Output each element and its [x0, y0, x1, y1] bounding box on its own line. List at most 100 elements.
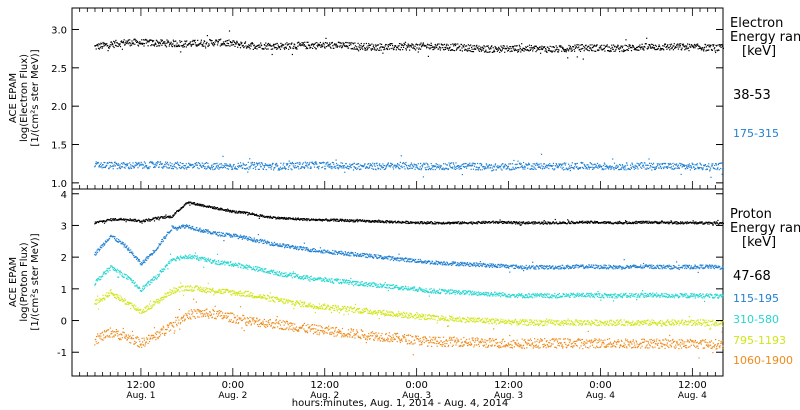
data-point: [665, 46, 667, 48]
data-point: [687, 43, 689, 45]
data-point: [581, 166, 583, 168]
data-point: [141, 262, 143, 264]
data-point: [493, 264, 495, 266]
data-point: [334, 218, 336, 220]
data-point: [625, 45, 628, 47]
data-point: [613, 50, 615, 52]
data-point: [430, 42, 432, 44]
data-point: [166, 234, 168, 236]
data-point: [127, 40, 129, 42]
data-point: [253, 164, 255, 166]
data-point: [171, 43, 173, 45]
data-point: [356, 255, 358, 257]
data-point: [401, 222, 403, 224]
data-point: [166, 161, 168, 163]
data-point: [608, 222, 611, 224]
data-point: [619, 221, 622, 223]
data-point: [292, 165, 294, 167]
data-point: [101, 43, 103, 45]
data-point: [191, 227, 193, 229]
data-point: [119, 219, 122, 221]
data-point: [715, 51, 717, 54]
data-point: [314, 249, 316, 251]
data-point: [341, 46, 344, 48]
data-point: [630, 167, 633, 169]
data-point: [249, 238, 251, 240]
data-point: [114, 218, 117, 220]
data-point: [488, 221, 491, 223]
data-point: [530, 45, 532, 47]
data-point: [193, 40, 195, 42]
data-point: [562, 221, 564, 224]
data-point: [458, 263, 460, 265]
data-point: [620, 168, 622, 170]
data-point: [216, 39, 218, 41]
data-point: [318, 165, 320, 167]
data-point: [438, 46, 441, 48]
data-point: [406, 45, 408, 47]
data-point: [332, 253, 334, 255]
data-point: [205, 231, 207, 233]
data-point: [605, 221, 607, 223]
data-point: [454, 165, 456, 167]
data-point: [641, 167, 643, 169]
data-point: [274, 244, 276, 246]
data-point: [244, 42, 246, 44]
data-point: [486, 167, 488, 169]
data-point: [466, 165, 469, 167]
data-point: [571, 167, 573, 169]
data-point: [459, 265, 461, 267]
data-point: [634, 221, 636, 223]
data-point: [518, 221, 520, 223]
data-point: [203, 229, 205, 231]
data-point: [631, 47, 633, 49]
data-point: [710, 48, 713, 51]
data-point: [475, 223, 477, 225]
data-point: [324, 165, 326, 167]
data-point: [319, 41, 321, 44]
data-point: [348, 221, 350, 223]
data-point: [208, 206, 210, 208]
data-point: [467, 44, 469, 46]
data-point: [98, 165, 100, 167]
data-point: [190, 44, 192, 46]
data-point: [328, 165, 330, 167]
data-point: [411, 222, 413, 224]
data-point: [682, 43, 685, 45]
data-point: [388, 221, 390, 223]
data-point: [608, 50, 610, 52]
data-point: [373, 47, 375, 49]
data-point: [662, 221, 664, 223]
data-point: [96, 253, 98, 255]
data-point: [219, 234, 221, 236]
data-point: [295, 166, 298, 169]
data-point: [160, 241, 162, 243]
data-point: [449, 223, 451, 225]
data-point: [397, 260, 399, 262]
data-point: [295, 219, 298, 221]
data-point: [196, 227, 198, 229]
data-point: [308, 44, 310, 46]
data-point: [168, 215, 170, 217]
data-point: [319, 45, 321, 47]
data-point: [671, 221, 673, 223]
data-point: [480, 162, 482, 165]
data-point: [372, 256, 374, 258]
data-point: [485, 266, 487, 268]
data-point: [506, 166, 509, 168]
data-point: [124, 244, 126, 246]
data-point: [422, 42, 424, 44]
data-point: [136, 162, 138, 164]
data-point: [264, 165, 266, 167]
data-point: [155, 217, 157, 219]
data-point: [505, 222, 508, 224]
data-point: [303, 166, 305, 168]
data-point: [697, 222, 699, 224]
data-point: [405, 48, 407, 50]
data-point: [619, 50, 621, 53]
data-point: [545, 48, 547, 50]
data-point: [258, 217, 260, 219]
data-point: [242, 237, 244, 239]
data-point: [640, 48, 642, 50]
data-point: [352, 221, 354, 223]
